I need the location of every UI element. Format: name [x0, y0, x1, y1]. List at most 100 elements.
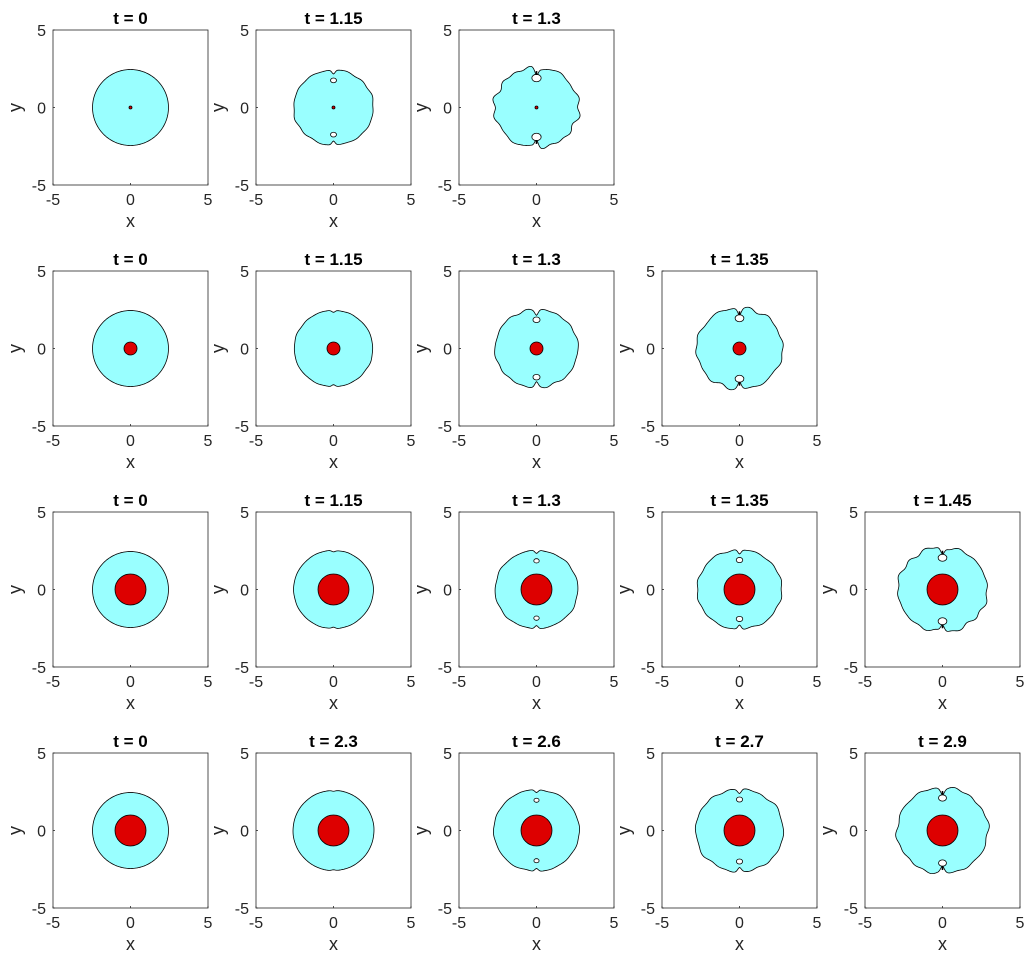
x-axis-label: x: [329, 211, 338, 231]
panel-title: t = 1.3: [512, 9, 561, 28]
panel-title: t = 0: [113, 250, 148, 269]
y-tick-label: 5: [37, 23, 46, 40]
y-tick-label: 5: [443, 746, 452, 763]
x-tick-label: -5: [46, 433, 60, 450]
y-tick-label: 0: [240, 342, 249, 359]
y-tick-label: -5: [438, 419, 452, 436]
x-axis-label: x: [938, 934, 947, 954]
x-tick-label: -5: [858, 674, 872, 691]
x-tick-label: 5: [407, 674, 416, 691]
panel-title: t = 1.15: [304, 9, 362, 28]
panel-r3-c5: t = 1.45 -5 0 5 5 0 -5 x y: [817, 491, 1025, 713]
x-axis-label: x: [735, 452, 744, 472]
y-tick-label: -5: [32, 901, 46, 918]
y-tick-label: 5: [849, 746, 858, 763]
x-tick-label: 0: [126, 915, 135, 932]
x-tick-label: 0: [126, 433, 135, 450]
y-tick-label: -5: [844, 901, 858, 918]
panel-r2-c4: t = 1.35 -5 0 5 5 0 -5 x y: [614, 250, 822, 472]
x-tick-label: -5: [46, 915, 60, 932]
panel-r4-c3: t = 2.6 -5 0 5 5 0 -5 x y: [411, 732, 619, 954]
panel-title: t = 1.15: [304, 250, 362, 269]
y-tick-label: 0: [646, 342, 655, 359]
x-tick-label: -5: [452, 192, 466, 209]
x-axis-label: x: [532, 211, 541, 231]
x-tick-label: -5: [655, 915, 669, 932]
x-tick-label: -5: [249, 192, 263, 209]
y-axis-label: y: [5, 344, 25, 353]
y-axis-label: y: [411, 103, 431, 112]
y-tick-label: -5: [32, 660, 46, 677]
droplet-hole: [533, 615, 540, 621]
x-tick-label: 0: [532, 192, 541, 209]
panel-r3-c3: t = 1.3 -5 0 5 5 0 -5 x y: [411, 491, 619, 713]
droplet-hole: [735, 557, 744, 564]
panel-r2-c2: t = 1.15 -5 0 5 5 0 -5 x y: [208, 250, 416, 472]
x-tick-label: 0: [532, 674, 541, 691]
y-axis-label: y: [411, 344, 431, 353]
core-particle: [123, 341, 138, 356]
x-tick-label: 5: [204, 674, 213, 691]
y-tick-label: 0: [37, 101, 46, 118]
panel-r2-c3: t = 1.3 -5 0 5 5 0 -5 x y: [411, 250, 619, 472]
panel-r3-c4: t = 1.35 -5 0 5 5 0 -5 x y: [614, 491, 822, 713]
y-axis-label: y: [614, 585, 634, 594]
x-tick-label: 0: [938, 674, 947, 691]
y-tick-label: 5: [240, 505, 249, 522]
droplet-hole: [532, 373, 541, 381]
y-tick-label: -5: [32, 178, 46, 195]
x-tick-label: 5: [610, 674, 619, 691]
y-tick-label: 5: [646, 264, 655, 281]
x-axis-label: x: [126, 452, 135, 472]
y-tick-label: -5: [438, 660, 452, 677]
x-tick-label: 5: [1016, 915, 1025, 932]
droplet-hole: [735, 796, 744, 803]
y-tick-label: -5: [235, 901, 249, 918]
panel-r1-c1: t = 0 -5 0 5 5 0 -5 x y: [5, 9, 213, 231]
panel-r1-c2: t = 1.15 -5 0 5 5 0 -5 x y: [208, 9, 416, 231]
y-axis-label: y: [817, 585, 837, 594]
panel-title: t = 1.3: [512, 491, 561, 510]
y-axis-label: y: [5, 103, 25, 112]
panel-title: t = 1.3: [512, 250, 561, 269]
y-tick-label: 0: [443, 342, 452, 359]
x-tick-label: 0: [532, 915, 541, 932]
y-tick-label: 0: [849, 824, 858, 841]
panel-title: t = 1.15: [304, 491, 362, 510]
x-tick-label: 5: [1016, 674, 1025, 691]
y-tick-label: 5: [240, 746, 249, 763]
y-tick-label: -5: [844, 660, 858, 677]
x-tick-label: 0: [735, 674, 744, 691]
core-particle: [732, 341, 747, 356]
core-particle: [331, 105, 336, 110]
droplet-hole: [938, 859, 947, 867]
panel-r4-c5: t = 2.9 -5 0 5 5 0 -5 x y: [817, 732, 1025, 954]
y-tick-label: 5: [849, 505, 858, 522]
x-tick-label: 5: [813, 433, 822, 450]
y-tick-label: 0: [443, 101, 452, 118]
core-particle: [317, 814, 350, 847]
panel-title: t = 1.35: [710, 491, 768, 510]
panel-r4-c2: t = 2.3 -5 0 5 5 0 -5 x y: [208, 732, 416, 954]
y-tick-label: -5: [235, 419, 249, 436]
core-particle: [520, 573, 553, 606]
y-tick-label: 0: [646, 583, 655, 600]
droplet-hole: [734, 374, 745, 383]
panel-title: t = 0: [113, 732, 148, 751]
x-axis-label: x: [126, 211, 135, 231]
x-tick-label: 5: [204, 915, 213, 932]
panel-r3-c1: t = 0 -5 0 5 5 0 -5 x y: [5, 491, 213, 713]
x-tick-label: 0: [126, 192, 135, 209]
y-tick-label: 5: [443, 264, 452, 281]
droplet-hole: [938, 794, 947, 802]
core-particle: [114, 573, 147, 606]
x-tick-label: 5: [204, 192, 213, 209]
y-tick-label: -5: [438, 901, 452, 918]
y-tick-label: 0: [443, 824, 452, 841]
x-tick-label: -5: [249, 433, 263, 450]
y-tick-label: 5: [443, 505, 452, 522]
core-particle: [128, 105, 133, 110]
x-axis-label: x: [735, 934, 744, 954]
x-axis-label: x: [329, 934, 338, 954]
x-axis-label: x: [329, 693, 338, 713]
